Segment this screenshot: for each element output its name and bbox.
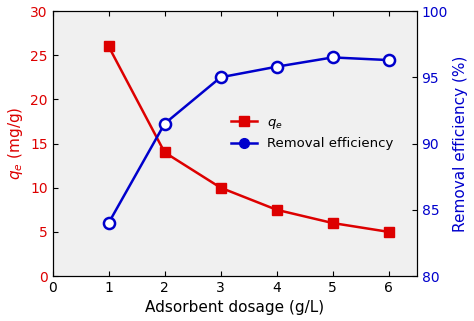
$q_e$ — [162, 151, 167, 154]
Line: $q_e$: $q_e$ — [104, 41, 393, 237]
Removal efficiency — [162, 122, 167, 126]
$q_e$ — [218, 186, 223, 190]
$q_e$ — [274, 208, 280, 212]
$q_e$ — [330, 221, 336, 225]
Legend: $q_e$, Removal efficiency: $q_e$, Removal efficiency — [225, 110, 399, 156]
X-axis label: Adsorbent dosage (g/L): Adsorbent dosage (g/L) — [145, 300, 324, 316]
$q_e$ — [106, 45, 111, 48]
Y-axis label: Removal efficiency (%): Removal efficiency (%) — [454, 55, 468, 232]
Removal efficiency — [386, 58, 392, 62]
$q_e$ — [386, 230, 392, 234]
Line: Removal efficiency: Removal efficiency — [103, 52, 394, 229]
Removal efficiency — [330, 56, 336, 59]
Removal efficiency — [218, 75, 223, 79]
Removal efficiency — [274, 65, 280, 69]
Removal efficiency — [106, 221, 111, 225]
Y-axis label: $q_e$ (mg/g): $q_e$ (mg/g) — [6, 107, 25, 180]
